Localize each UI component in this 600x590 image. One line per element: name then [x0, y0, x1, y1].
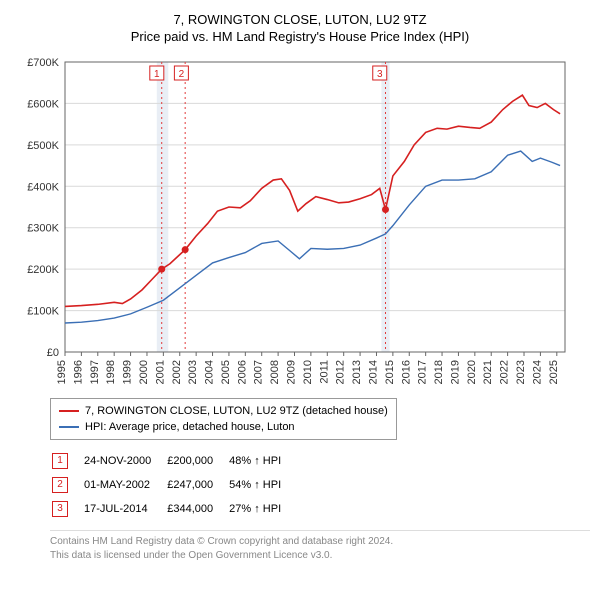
x-tick-label: 2004 [204, 360, 216, 384]
y-tick-label: £200K [27, 264, 59, 276]
x-tick-label: 2011 [318, 360, 330, 384]
x-tick-label: 1995 [56, 360, 68, 384]
x-tick-label: 2000 [138, 360, 150, 384]
transaction-row: 2 01-MAY-2002£247,00054% ↑ HPI [52, 474, 295, 496]
x-tick-label: 1996 [72, 360, 84, 384]
transaction-marker: 2 [52, 477, 68, 493]
series-hpi [65, 151, 560, 323]
transaction-delta: 27% ↑ HPI [229, 498, 295, 520]
transaction-date: 01-MAY-2002 [84, 474, 165, 496]
chart-marker-number: 1 [154, 69, 160, 80]
legend-row: HPI: Average price, detached house, Luto… [59, 419, 388, 435]
y-tick-label: £400K [27, 181, 59, 193]
transactions-table: 1 24-NOV-2000£200,00048% ↑ HPI 2 01-MAY-200… [50, 448, 297, 522]
x-tick-label: 2010 [302, 360, 314, 384]
y-tick-label: £100K [27, 306, 59, 318]
footer-attribution: Contains HM Land Registry data © Crown c… [50, 530, 590, 562]
x-tick-label: 2017 [417, 360, 429, 384]
x-tick-label: 2019 [449, 360, 461, 384]
x-tick-label: 1997 [89, 360, 101, 384]
x-tick-label: 2001 [154, 360, 166, 384]
x-tick-label: 2005 [220, 360, 232, 384]
transaction-price: £247,000 [167, 474, 227, 496]
sale-point [158, 266, 165, 273]
legend-row: 7, ROWINGTON CLOSE, LUTON, LU2 9TZ (deta… [59, 403, 388, 419]
x-tick-label: 2008 [269, 360, 281, 384]
x-tick-label: 2021 [482, 360, 494, 384]
x-tick-label: 2012 [335, 360, 347, 384]
transaction-price: £344,000 [167, 498, 227, 520]
x-tick-label: 2018 [433, 360, 445, 384]
series-price_paid [65, 95, 560, 306]
footer-line-2: This data is licensed under the Open Gov… [50, 549, 590, 563]
transaction-delta: 48% ↑ HPI [229, 450, 295, 472]
chart-container: £0 £100K £200K £300K £400K £500K £600K £700K 199… [10, 52, 590, 392]
x-tick-label: 2023 [515, 360, 527, 384]
footer-line-1: Contains HM Land Registry data © Crown c… [50, 535, 590, 549]
legend-swatch [59, 426, 79, 428]
x-tick-label: 2016 [400, 360, 412, 384]
x-tick-label: 2006 [236, 360, 248, 384]
title-line-1: 7, ROWINGTON CLOSE, LUTON, LU2 9TZ [10, 12, 590, 27]
title-line-2: Price paid vs. HM Land Registry's House … [10, 29, 590, 44]
x-tick-label: 2014 [367, 360, 379, 384]
legend: 7, ROWINGTON CLOSE, LUTON, LU2 9TZ (deta… [50, 398, 397, 440]
plot-border [65, 62, 565, 352]
x-tick-label: 2025 [548, 360, 560, 384]
x-tick-label: 2013 [351, 360, 363, 384]
sale-point [382, 206, 389, 213]
x-tick-label: 1998 [105, 360, 117, 384]
transaction-row: 3 17-JUL-2014£344,00027% ↑ HPI [52, 498, 295, 520]
transaction-price: £200,000 [167, 450, 227, 472]
shaded-band [157, 62, 168, 352]
y-tick-label: £700K [27, 57, 59, 69]
transaction-delta: 54% ↑ HPI [229, 474, 295, 496]
transaction-marker: 3 [52, 501, 68, 517]
chart-marker-number: 2 [179, 69, 185, 80]
price-chart: £0 £100K £200K £300K £400K £500K £600K £700K 199… [10, 52, 570, 392]
chart-marker-number: 3 [377, 69, 383, 80]
transaction-marker: 1 [52, 453, 68, 469]
x-tick-label: 1999 [122, 360, 134, 384]
x-tick-label: 2007 [253, 360, 265, 384]
x-tick-label: 2024 [531, 360, 543, 384]
x-tick-label: 2009 [286, 360, 298, 384]
legend-swatch [59, 410, 79, 412]
y-tick-label: £300K [27, 223, 59, 235]
x-tick-label: 2022 [499, 360, 511, 384]
x-tick-label: 2015 [384, 360, 396, 384]
y-tick-label: £600K [27, 98, 59, 110]
x-tick-label: 2003 [187, 360, 199, 384]
x-tick-label: 2002 [171, 360, 183, 384]
legend-label: 7, ROWINGTON CLOSE, LUTON, LU2 9TZ (deta… [85, 405, 388, 417]
y-tick-label: £500K [27, 140, 59, 152]
x-tick-label: 2020 [466, 360, 478, 384]
transaction-row: 1 24-NOV-2000£200,00048% ↑ HPI [52, 450, 295, 472]
transaction-date: 24-NOV-2000 [84, 450, 165, 472]
sale-point [182, 246, 189, 253]
legend-label: HPI: Average price, detached house, Luto… [85, 421, 295, 433]
chart-titles: 7, ROWINGTON CLOSE, LUTON, LU2 9TZ Price… [10, 12, 590, 44]
transaction-date: 17-JUL-2014 [84, 498, 165, 520]
y-tick-label: £0 [47, 347, 59, 359]
